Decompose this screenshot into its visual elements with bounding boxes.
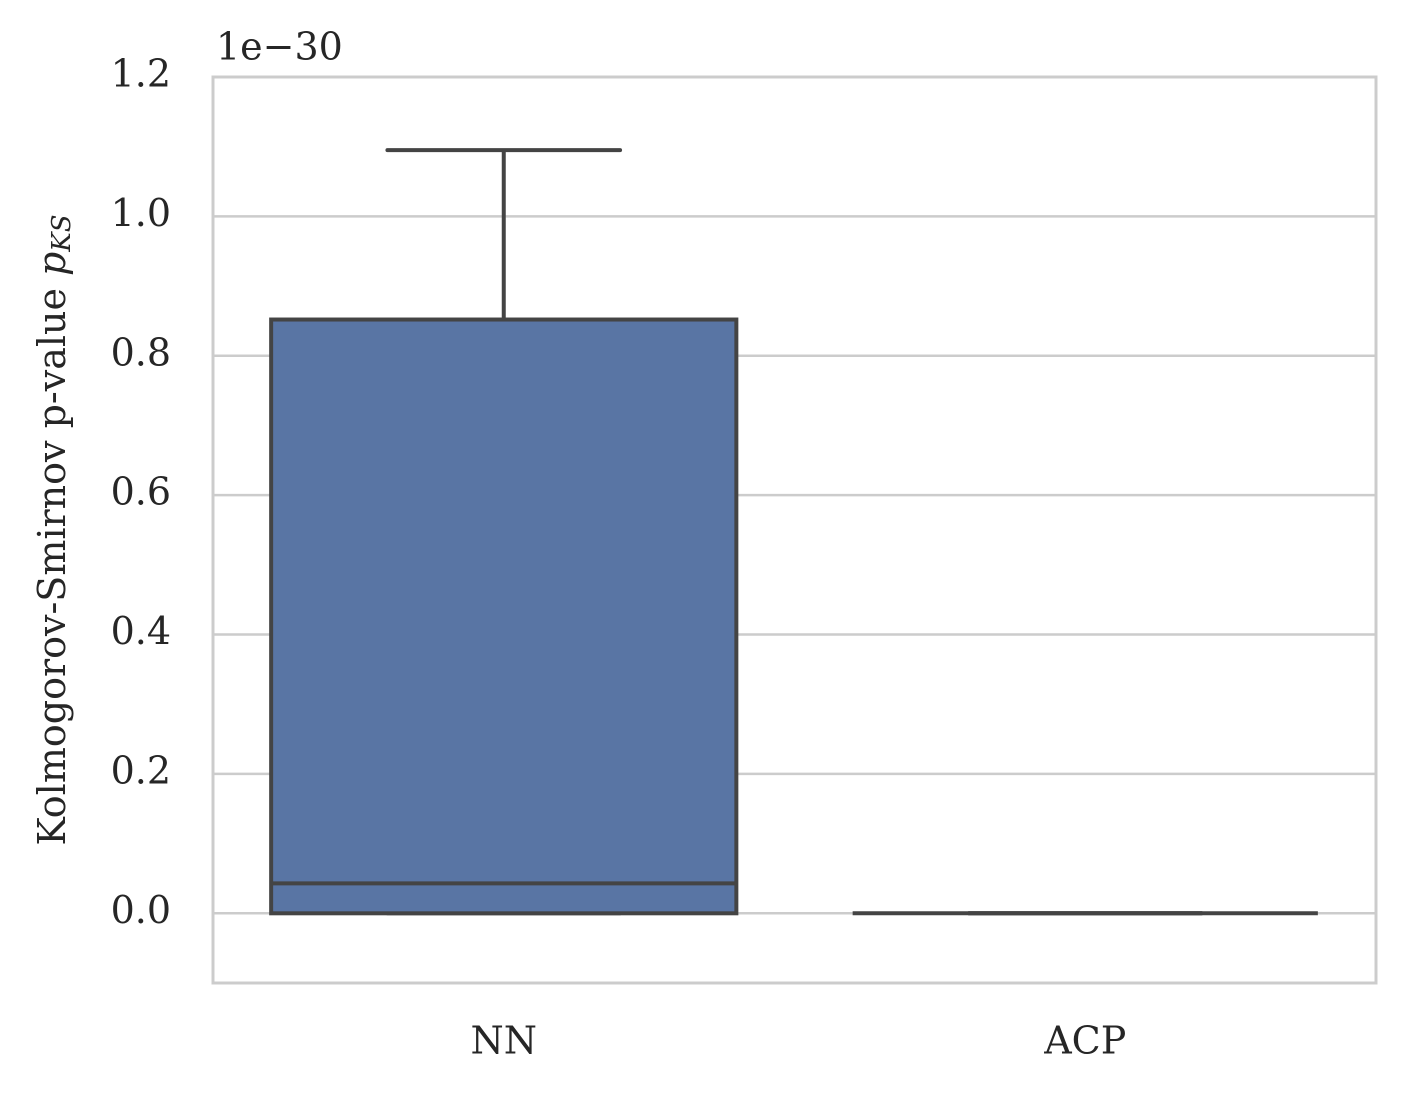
x-tick-label: ACP xyxy=(1043,1019,1126,1063)
offset-text: 1e−30 xyxy=(216,25,343,69)
y-axis-label-symbol: p xyxy=(30,252,74,276)
y-tick-label: 0.6 xyxy=(111,470,171,514)
x-tick-label: NN xyxy=(471,1019,538,1063)
y-tick-label: 1.0 xyxy=(111,191,171,235)
y-tick-label: 0.2 xyxy=(111,748,171,792)
y-tick-label: 0.0 xyxy=(111,888,171,932)
y-axis-label-subscript: KS xyxy=(47,214,77,252)
y-tick-label: 0.8 xyxy=(111,330,171,374)
y-tick-label: 1.2 xyxy=(111,52,171,96)
plot-frame xyxy=(211,75,1378,985)
box xyxy=(269,317,739,916)
y-axis-label: Kolmogorov-Smirnov p-value pKS xyxy=(30,214,78,845)
y-tick-label: 0.4 xyxy=(111,609,171,653)
y-axis-label-text: Kolmogorov-Smirnov p-value xyxy=(30,288,74,846)
